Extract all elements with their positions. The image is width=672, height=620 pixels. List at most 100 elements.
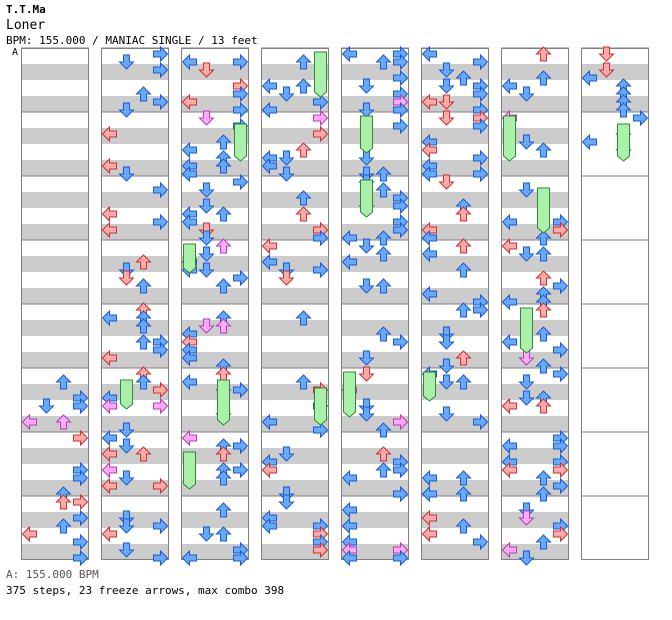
beat-band <box>501 432 569 448</box>
beat-band <box>21 96 89 112</box>
beat-band <box>181 96 249 112</box>
step-arrow-right <box>553 525 569 543</box>
beat-band <box>101 464 169 480</box>
beat-band <box>181 480 249 496</box>
beat-band <box>261 208 329 224</box>
beat-band <box>501 336 569 352</box>
step-arrow-right <box>153 341 169 359</box>
step-arrow-up <box>215 470 232 486</box>
step-arrow-down <box>118 422 135 438</box>
step-arrow-down <box>438 174 455 190</box>
step-arrow-up <box>375 462 392 478</box>
beat-band <box>581 544 649 560</box>
step-arrow-up <box>375 246 392 262</box>
beat-band <box>421 160 489 176</box>
beat-band <box>341 544 409 560</box>
beat-band <box>581 256 649 272</box>
beat-band <box>341 64 409 80</box>
beat-band <box>341 432 409 448</box>
beat-band <box>421 304 489 320</box>
step-arrow-down <box>438 110 455 126</box>
beat-band <box>21 176 89 192</box>
step-arrow-right <box>153 61 169 79</box>
beat-band <box>101 368 169 384</box>
step-arrow-left <box>421 485 437 503</box>
step-arrow-up <box>455 374 472 390</box>
beat-band <box>341 464 409 480</box>
beat-band <box>101 336 169 352</box>
beat-band <box>501 384 569 400</box>
beat-band <box>421 512 489 528</box>
beat-band <box>341 304 409 320</box>
beat-band <box>181 320 249 336</box>
beat-band <box>501 208 569 224</box>
beat-band <box>21 448 89 464</box>
step-arrow-left <box>101 525 117 543</box>
step-arrow-left <box>261 517 277 535</box>
beat-band <box>181 192 249 208</box>
freeze-arrow <box>520 307 533 354</box>
step-arrow-down <box>438 374 455 390</box>
step-arrow-right <box>473 53 489 71</box>
step-arrow-up <box>135 446 152 462</box>
beat-band <box>181 400 249 416</box>
step-arrow-up <box>55 414 72 430</box>
step-arrow-right <box>233 269 249 287</box>
step-arrow-up <box>535 534 552 550</box>
step-arrow-down <box>198 262 215 278</box>
beat-band <box>341 368 409 384</box>
beat-band <box>181 512 249 528</box>
step-arrow-up <box>295 78 312 94</box>
step-arrow-left <box>501 397 517 415</box>
beat-band <box>421 448 489 464</box>
beat-band <box>21 256 89 272</box>
step-arrow-down <box>198 318 215 334</box>
step-arrow-down <box>118 470 135 486</box>
beat-band <box>341 384 409 400</box>
step-arrow-left <box>341 517 357 535</box>
beat-band <box>21 64 89 80</box>
beat-band <box>581 400 649 416</box>
step-arrow-left <box>101 221 117 239</box>
beat-band <box>421 464 489 480</box>
step-arrow-up <box>455 518 472 534</box>
step-arrow-down <box>518 550 535 566</box>
footer-stats: 375 steps, 23 freeze arrows, max combo 3… <box>6 584 285 597</box>
step-arrow-up <box>135 334 152 350</box>
beat-band <box>501 128 569 144</box>
step-arrow-left <box>501 437 517 455</box>
step-arrow-right <box>313 109 329 127</box>
step-arrow-right <box>553 277 569 295</box>
beat-band <box>581 416 649 432</box>
step-arrow-right <box>553 477 569 495</box>
beat-band <box>501 112 569 128</box>
step-arrow-left <box>101 125 117 143</box>
column-border <box>101 48 169 560</box>
beat-band <box>581 272 649 288</box>
step-arrow-down <box>438 334 455 350</box>
step-arrow-right <box>153 45 169 63</box>
step-arrow-down <box>358 278 375 294</box>
step-arrow-left <box>421 165 437 183</box>
beat-band <box>421 96 489 112</box>
step-arrow-left <box>421 469 437 487</box>
step-arrow-down <box>278 270 295 286</box>
step-arrow-up <box>535 246 552 262</box>
step-arrow-right <box>233 101 249 119</box>
step-arrow-left <box>101 397 117 415</box>
beat-band <box>101 320 169 336</box>
step-arrow-right <box>233 461 249 479</box>
beat-band <box>341 288 409 304</box>
beat-band <box>581 64 649 80</box>
step-arrow-right <box>233 173 249 191</box>
beat-band <box>181 304 249 320</box>
beat-band <box>501 240 569 256</box>
column-border <box>21 48 89 560</box>
beat-band <box>501 304 569 320</box>
chart-column-7 <box>501 46 569 566</box>
beat-band <box>261 400 329 416</box>
beat-band <box>261 352 329 368</box>
beat-band <box>421 352 489 368</box>
step-arrow-left <box>581 69 597 87</box>
chart-column-5 <box>341 45 409 567</box>
